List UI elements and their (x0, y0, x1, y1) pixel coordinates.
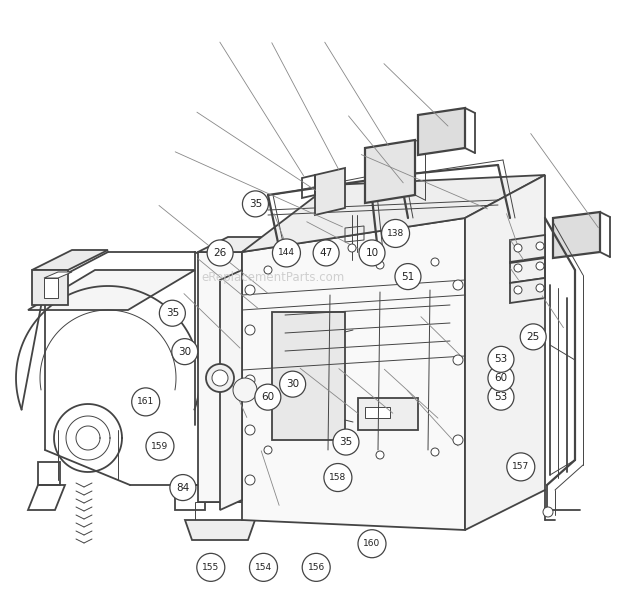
Polygon shape (553, 212, 600, 258)
Polygon shape (365, 407, 390, 418)
Polygon shape (242, 237, 272, 502)
Circle shape (514, 264, 522, 272)
Circle shape (146, 432, 174, 460)
Text: 53: 53 (494, 355, 508, 364)
Circle shape (514, 286, 522, 294)
Polygon shape (510, 278, 545, 303)
Polygon shape (242, 218, 465, 530)
Text: 155: 155 (202, 563, 219, 572)
Polygon shape (365, 140, 415, 203)
Circle shape (242, 191, 268, 217)
Circle shape (431, 448, 439, 456)
Circle shape (543, 507, 553, 517)
Polygon shape (198, 252, 242, 502)
Circle shape (488, 384, 514, 410)
Text: 25: 25 (526, 332, 540, 342)
Circle shape (255, 384, 281, 410)
Polygon shape (465, 175, 545, 530)
Text: 156: 156 (308, 563, 325, 572)
Circle shape (536, 284, 544, 292)
Text: 10: 10 (365, 248, 379, 258)
Circle shape (507, 453, 535, 481)
Circle shape (159, 300, 185, 326)
Text: 35: 35 (339, 437, 353, 447)
Circle shape (453, 280, 463, 290)
Polygon shape (315, 168, 345, 215)
Circle shape (453, 355, 463, 365)
Circle shape (249, 553, 278, 582)
Circle shape (359, 240, 385, 266)
Text: 84: 84 (176, 483, 190, 492)
Circle shape (431, 258, 439, 266)
Circle shape (207, 240, 233, 266)
Circle shape (264, 266, 272, 274)
Text: 53: 53 (494, 392, 508, 402)
Circle shape (245, 375, 255, 385)
Text: 160: 160 (363, 539, 381, 548)
Polygon shape (510, 235, 545, 263)
Text: 26: 26 (213, 248, 227, 258)
Circle shape (536, 262, 544, 270)
Circle shape (233, 378, 257, 402)
Polygon shape (44, 278, 58, 298)
Circle shape (131, 388, 160, 416)
Polygon shape (185, 520, 255, 540)
Text: 30: 30 (178, 347, 192, 356)
Circle shape (245, 475, 255, 485)
Circle shape (376, 451, 384, 459)
Polygon shape (28, 270, 195, 310)
Text: 35: 35 (249, 199, 262, 209)
Polygon shape (220, 270, 242, 510)
Text: 161: 161 (137, 397, 154, 407)
Text: 138: 138 (387, 229, 404, 238)
Circle shape (264, 446, 272, 454)
Text: 158: 158 (329, 473, 347, 482)
Circle shape (536, 242, 544, 250)
Circle shape (245, 325, 255, 335)
Circle shape (313, 240, 339, 266)
Circle shape (376, 261, 384, 269)
Text: 159: 159 (151, 441, 169, 451)
Text: 30: 30 (286, 379, 299, 389)
Polygon shape (44, 272, 72, 278)
Polygon shape (32, 270, 68, 305)
Circle shape (302, 553, 330, 582)
Circle shape (333, 429, 359, 455)
Circle shape (453, 435, 463, 445)
Polygon shape (242, 175, 545, 252)
Text: 47: 47 (319, 248, 333, 258)
Circle shape (514, 244, 522, 252)
Circle shape (348, 244, 356, 252)
Text: 144: 144 (278, 248, 295, 258)
Polygon shape (198, 237, 272, 252)
Circle shape (212, 370, 228, 386)
Polygon shape (358, 398, 418, 430)
Text: 157: 157 (512, 462, 529, 472)
Text: 51: 51 (401, 272, 415, 281)
Circle shape (172, 339, 198, 365)
Circle shape (324, 463, 352, 492)
Text: 60: 60 (494, 374, 508, 383)
Circle shape (245, 285, 255, 295)
Circle shape (520, 324, 546, 350)
Text: 60: 60 (261, 392, 275, 402)
Circle shape (488, 346, 514, 372)
Circle shape (358, 530, 386, 558)
Circle shape (206, 364, 234, 392)
Circle shape (272, 239, 301, 267)
Circle shape (197, 553, 225, 582)
Polygon shape (32, 250, 108, 270)
Circle shape (170, 475, 196, 501)
Text: 35: 35 (166, 309, 179, 318)
Text: 154: 154 (255, 563, 272, 572)
Circle shape (280, 371, 306, 397)
Polygon shape (418, 108, 465, 155)
Circle shape (245, 425, 255, 435)
Circle shape (488, 365, 514, 391)
Circle shape (381, 219, 410, 248)
Text: eReplacementParts.com: eReplacementParts.com (201, 271, 345, 284)
Circle shape (395, 264, 421, 290)
Polygon shape (272, 312, 345, 440)
